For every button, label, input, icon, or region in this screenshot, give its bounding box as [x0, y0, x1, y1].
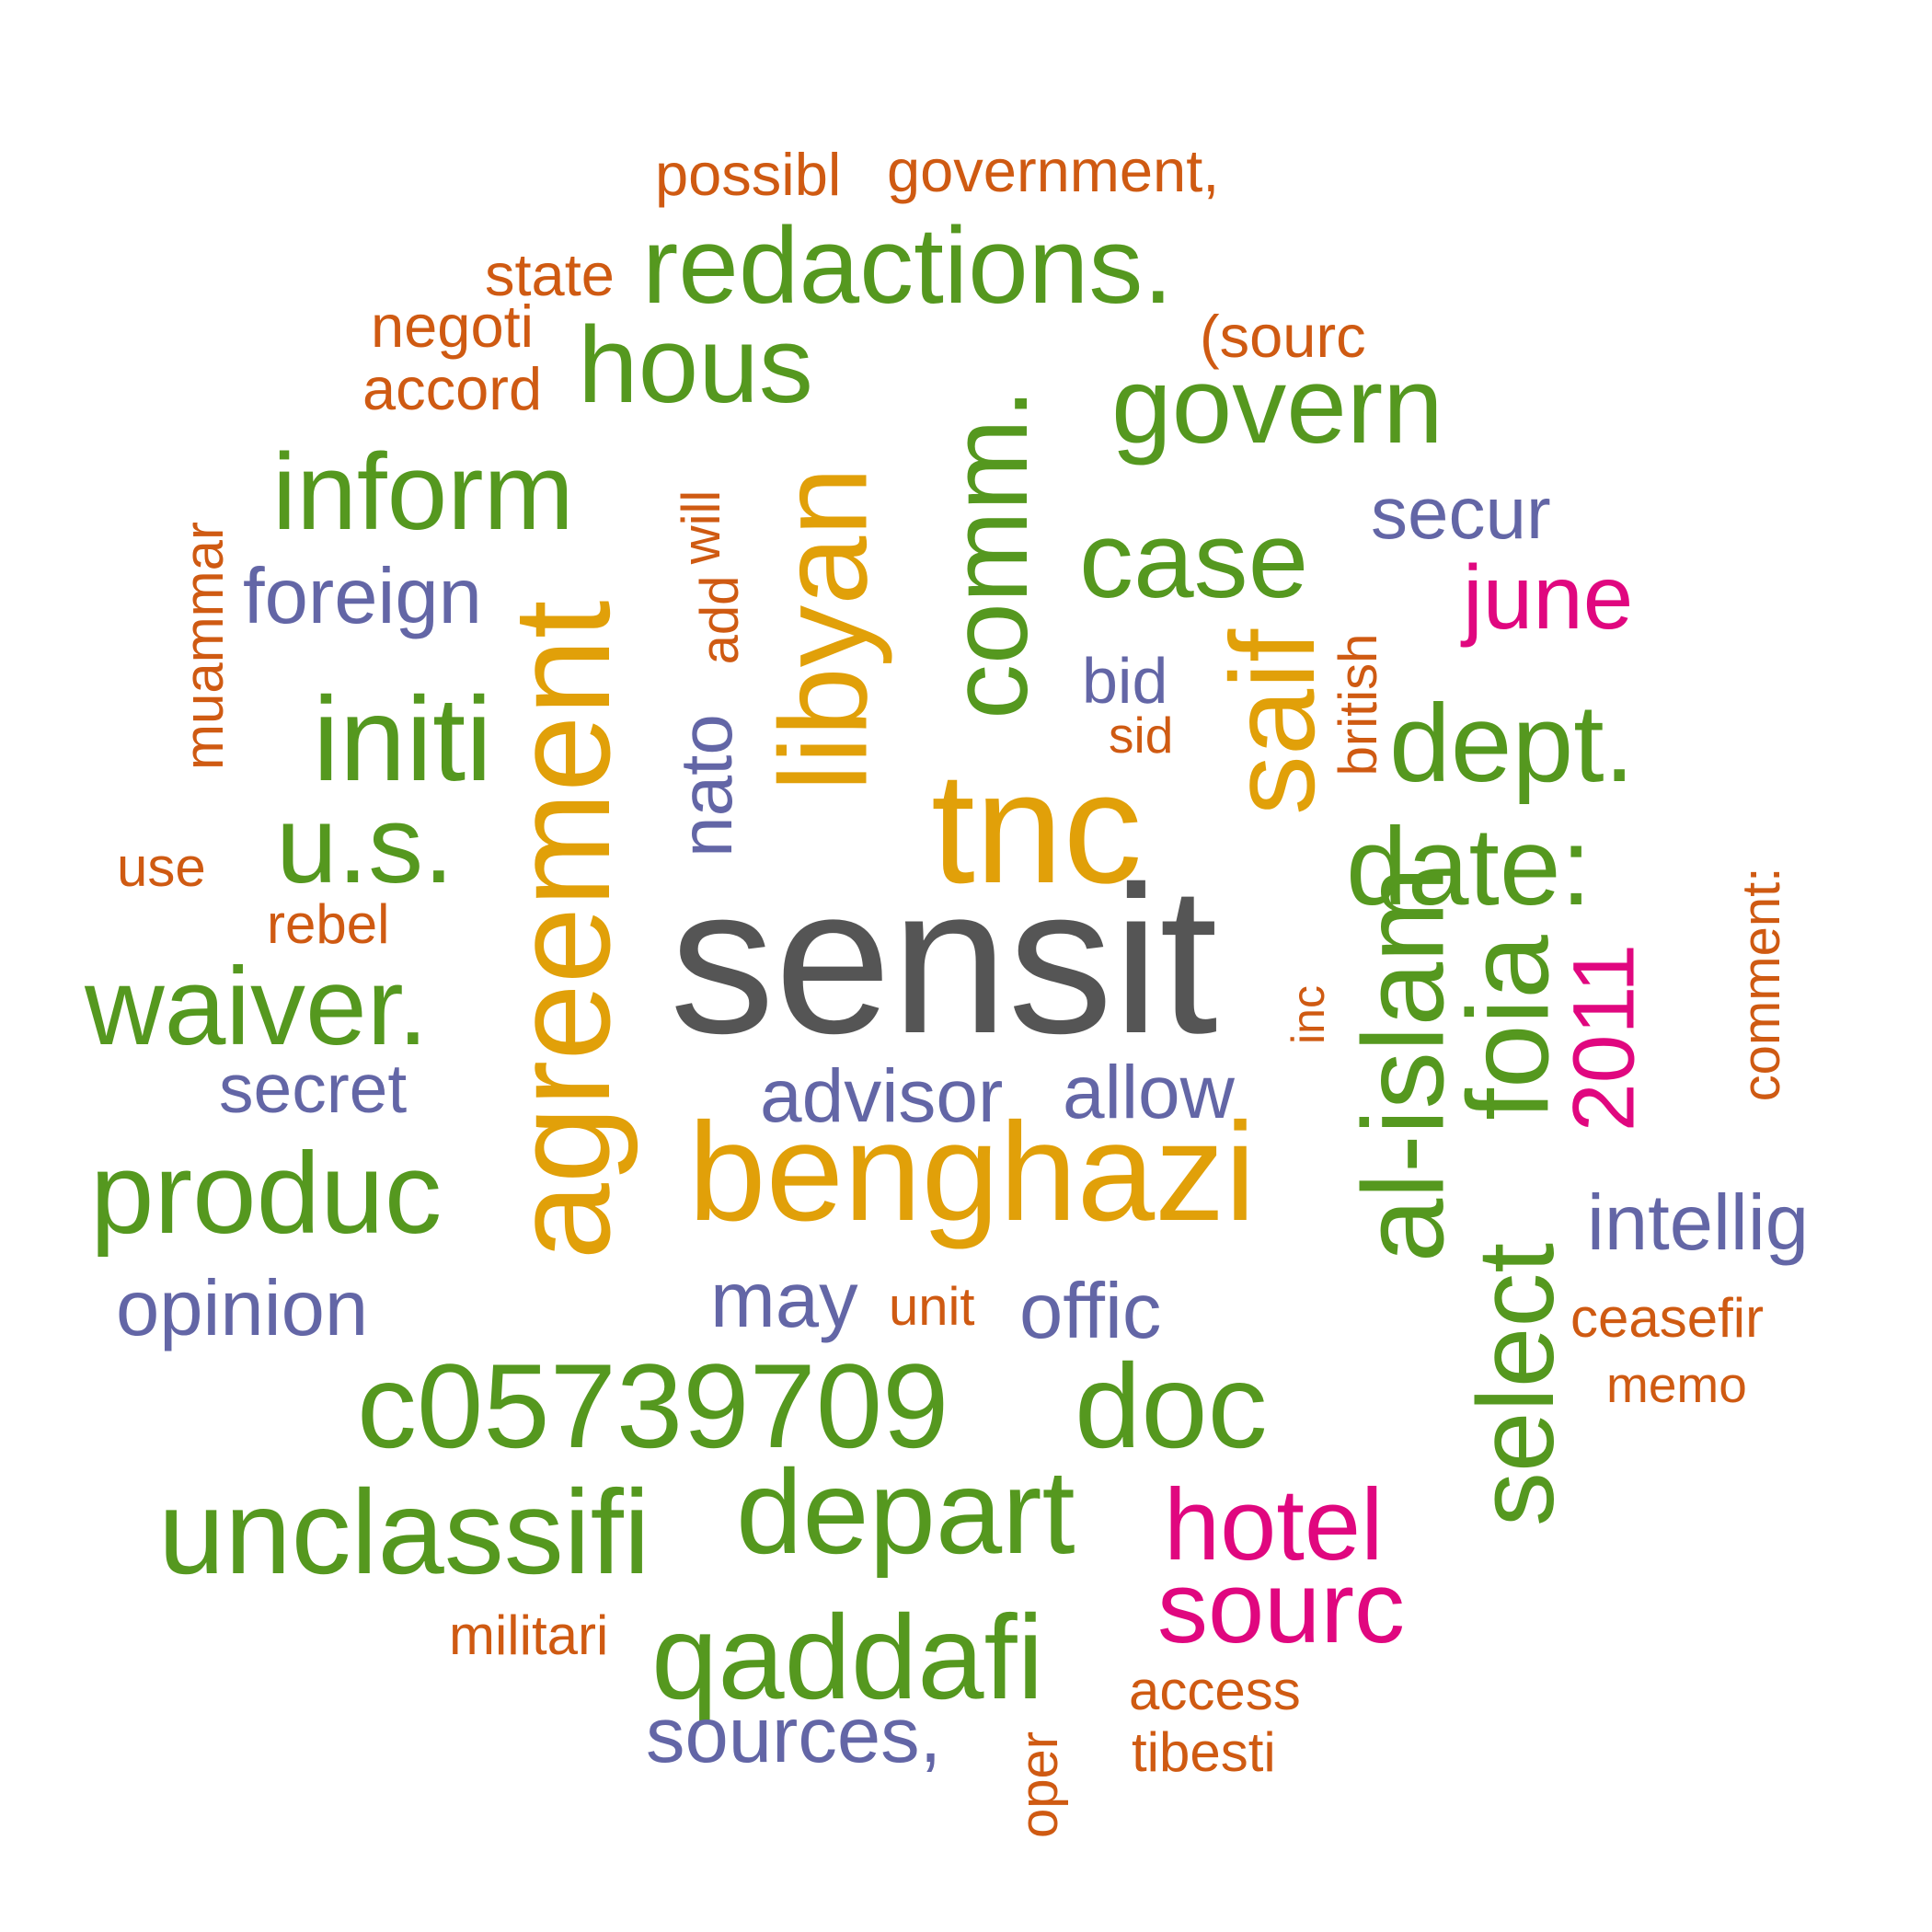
word-sensit: sensit [670, 844, 1218, 1077]
word-secur: secur [1371, 472, 1551, 554]
word-c05739709: c05739709 [357, 1339, 949, 1473]
word-will: will [672, 489, 731, 565]
word-redactions: redactions. [642, 205, 1174, 327]
word-intellig: intellig [1587, 1179, 1809, 1267]
word-ceasefir: ceasefir [1570, 1287, 1765, 1349]
word-june: june [1463, 546, 1634, 648]
word-unclassifi: unclassifi [158, 1465, 650, 1599]
word-select: select [1455, 1242, 1577, 1527]
word-hotel: hotel [1164, 1468, 1384, 1581]
word-advisor: advisor [760, 1054, 1004, 1138]
word-secret: secret [219, 1050, 408, 1127]
word-depart: depart [736, 1444, 1075, 1579]
word-inc: inc [1282, 985, 1334, 1044]
word-doc: doc [1075, 1339, 1268, 1473]
word-government: government, [887, 137, 1220, 204]
word-sourc: sourc [1157, 1551, 1405, 1664]
word-rebel: rebel [267, 893, 390, 955]
word-tibesti: tibesti [1132, 1721, 1276, 1783]
word-unit: unit [889, 1277, 975, 1337]
word-opinion: opinion [116, 1265, 369, 1352]
word-accord: accord [362, 355, 543, 422]
word-saif: saif [1205, 628, 1340, 816]
word-sources: sources, [646, 1692, 942, 1779]
word-waiver: waiver. [85, 945, 429, 1068]
word-british: british [1328, 633, 1388, 776]
word-hous: hous [578, 305, 813, 426]
word-comm: comm. [927, 388, 1051, 719]
word-sid: sid [1109, 707, 1174, 764]
word-possibl: possibl [655, 141, 842, 208]
word-agreement: agreement [484, 600, 638, 1260]
word-foia: foia [1444, 935, 1573, 1121]
word-qaddafi: qaddafi [651, 1590, 1044, 1724]
word-allow: allow [1063, 1051, 1235, 1134]
word-add: add [690, 575, 750, 665]
word-benghazi: benghazi [688, 1094, 1256, 1250]
word-sourc-paren: (sourc [1200, 303, 1366, 370]
word-may: may [710, 1257, 858, 1344]
word-state: state [485, 241, 615, 308]
word-use: use [117, 836, 206, 898]
word-inform: inform [272, 431, 574, 553]
word-produc: produc [90, 1130, 443, 1258]
word-negoti: negoti [371, 293, 535, 360]
word-militari: militari [449, 1604, 609, 1666]
word-libyan: libyan [753, 466, 893, 792]
word-dept: dept. [1389, 682, 1635, 805]
word-access: access [1129, 1660, 1301, 1721]
word-foreign: foreign [243, 553, 482, 640]
word-bid: bid [1082, 645, 1168, 717]
word-muammar: muammar [173, 521, 235, 771]
word-tnc: tnc [931, 740, 1143, 916]
word-memo: memo [1606, 1356, 1747, 1413]
word-2011: 2011 [1555, 943, 1653, 1133]
word-nato: nato [665, 714, 747, 857]
word-offic: offic [1019, 1268, 1162, 1355]
word-date: date: [1346, 805, 1592, 928]
word-oper: oper [1009, 1731, 1069, 1839]
word-comment: comment: [1731, 867, 1791, 1102]
word-initi: initi [313, 672, 493, 806]
word-us: u.s. [276, 783, 454, 906]
word-case: case [1079, 500, 1309, 621]
word-govern: govern [1111, 345, 1443, 466]
